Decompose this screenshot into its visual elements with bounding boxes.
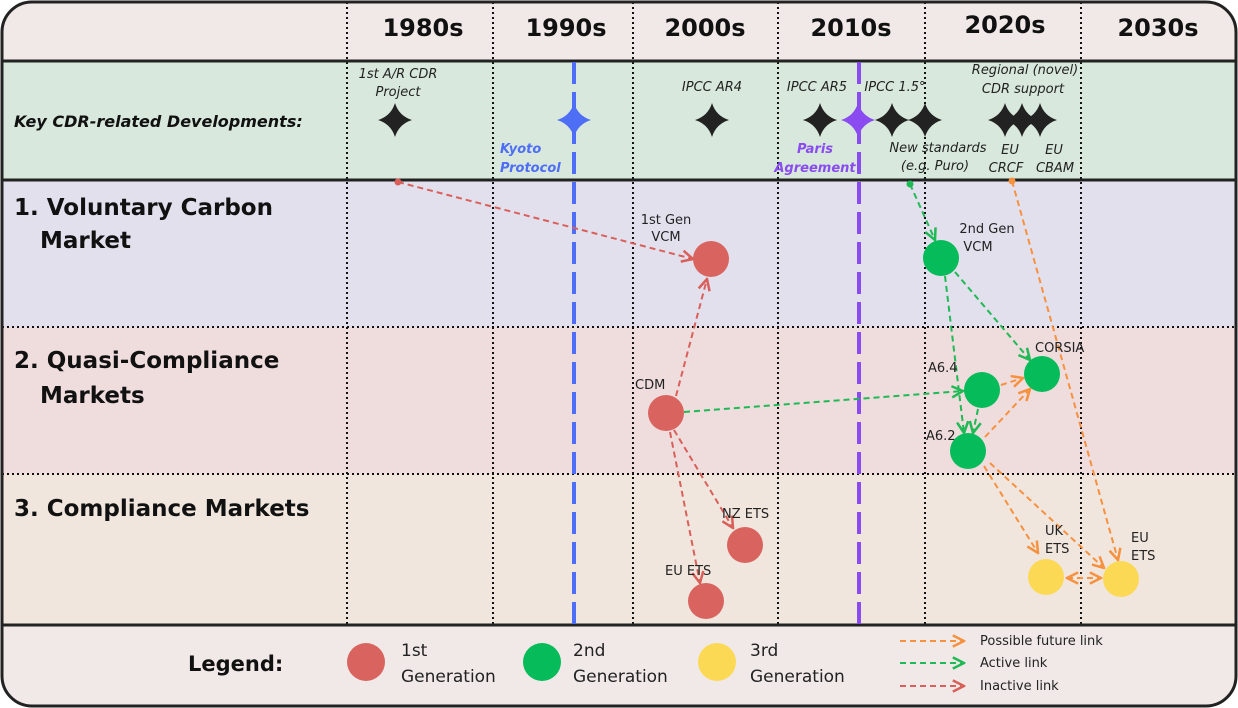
label-1st-gen-vcm-2: VCM bbox=[651, 230, 680, 245]
active-link bbox=[683, 391, 963, 413]
links bbox=[394, 177, 1119, 584]
node-eu-ets-3rd bbox=[1103, 561, 1139, 597]
label-a64: A6.4 bbox=[928, 361, 958, 376]
row-label-developments: Key CDR-related Developments: bbox=[14, 112, 303, 131]
event-crcf-2: CRCF bbox=[989, 161, 1024, 176]
label-uk-ets-2: ETS bbox=[1045, 542, 1069, 557]
node-eu-ets-1st bbox=[688, 583, 724, 619]
node-1st-gen-vcm bbox=[693, 241, 729, 277]
event-cbam: EU bbox=[1045, 143, 1063, 158]
star-ar-cdr-icon bbox=[378, 103, 412, 137]
label-eu-ets-3rd: EU bbox=[1131, 531, 1149, 546]
label-1st-gen-vcm: 1st Gen bbox=[641, 213, 692, 228]
event-ar5: IPCC AR5 bbox=[787, 80, 847, 95]
event-ar-cdr-2: Project bbox=[376, 85, 422, 100]
voluntary-band bbox=[2, 180, 1236, 327]
star-crcf-icon bbox=[1005, 103, 1039, 137]
node-corsia bbox=[1024, 356, 1060, 392]
star-cbam-icon bbox=[1023, 103, 1057, 137]
node-a64 bbox=[964, 372, 1000, 408]
decade-dividers bbox=[2, 2, 1236, 625]
legend-gen3-label: 3rd bbox=[750, 641, 778, 661]
label-uk-ets: UK bbox=[1045, 524, 1064, 539]
node-a62 bbox=[950, 433, 986, 469]
legend-gen3-swatch bbox=[698, 643, 736, 681]
star-ipcc15-icon bbox=[875, 103, 909, 137]
inactive-link bbox=[397, 181, 693, 259]
future-link bbox=[983, 465, 1038, 553]
decade-1980s: 1980s bbox=[382, 14, 463, 42]
event-paris-2: Agreement bbox=[773, 161, 856, 176]
event-standards: New standards bbox=[889, 141, 986, 156]
row-label-compliance: 3. Compliance Markets bbox=[14, 496, 309, 522]
label-2nd-gen-vcm: 2nd Gen bbox=[959, 222, 1014, 237]
label-nz-ets: NZ ETS bbox=[722, 507, 769, 522]
star-paris-icon bbox=[841, 103, 875, 137]
event-cbam-2: CBAM bbox=[1036, 161, 1074, 176]
label-corsia: CORSIA bbox=[1035, 341, 1084, 356]
decade-2000s: 2000s bbox=[664, 14, 745, 42]
legend-title: Legend: bbox=[188, 652, 283, 676]
active-link bbox=[909, 183, 935, 240]
star-kyoto-icon bbox=[557, 103, 591, 137]
node-2nd-gen-vcm bbox=[923, 240, 959, 276]
label-eu-ets-3rd-2: ETS bbox=[1131, 549, 1155, 564]
inactive-link bbox=[675, 279, 707, 397]
node-cdm bbox=[648, 395, 684, 431]
future-link bbox=[1011, 180, 1118, 560]
label-a62: A6.2 bbox=[926, 429, 956, 444]
legend-future-label: Possible future link bbox=[980, 634, 1103, 649]
legend-band bbox=[2, 625, 1236, 706]
legend-gen1-label: 1st bbox=[401, 641, 428, 661]
label-cdm: CDM bbox=[635, 378, 665, 393]
future-link bbox=[1000, 378, 1023, 385]
event-crcf: EU bbox=[1001, 143, 1019, 158]
event-kyoto: Kyoto bbox=[500, 142, 541, 157]
label-eu-ets-1st: EU ETS bbox=[665, 564, 711, 579]
row-label-quasi: 2. Quasi-Compliance bbox=[14, 348, 279, 374]
star-ar4-icon bbox=[695, 103, 729, 137]
label-2nd-gen-vcm-2: VCM bbox=[963, 240, 992, 255]
future-link bbox=[984, 389, 1030, 438]
legend-gen2-label: 2nd bbox=[573, 641, 605, 661]
legend-gen3-label-2: Generation bbox=[750, 667, 845, 687]
event-stars bbox=[378, 103, 1057, 137]
active-link bbox=[973, 408, 978, 433]
star-standards-icon bbox=[908, 103, 942, 137]
header-band bbox=[2, 2, 1236, 61]
legend: Legend: 1st Generation 2nd Generation 3r… bbox=[188, 634, 1103, 694]
event-ar4: IPCC AR4 bbox=[682, 80, 742, 95]
event-ar-cdr: 1st A/R CDR bbox=[359, 67, 438, 82]
event-kyoto-2: Protocol bbox=[500, 161, 561, 176]
row-dividers bbox=[2, 59, 1236, 627]
legend-active-label: Active link bbox=[980, 656, 1048, 671]
node-nz-ets bbox=[727, 527, 763, 563]
legend-gen1-swatch bbox=[347, 643, 385, 681]
legend-gen1-label-2: Generation bbox=[401, 667, 496, 687]
event-standards-2: (e.g. Puro) bbox=[901, 159, 969, 174]
inactive-link bbox=[669, 431, 700, 583]
inactive-link bbox=[673, 429, 733, 528]
legend-gen2-label-2: Generation bbox=[573, 667, 668, 687]
decade-1990s: 1990s bbox=[525, 14, 606, 42]
legend-gen2-swatch bbox=[523, 643, 561, 681]
decade-2020s: 2020s bbox=[964, 11, 1045, 39]
active-link bbox=[944, 275, 964, 433]
decade-2010s: 2010s bbox=[810, 14, 891, 42]
event-paris: Paris bbox=[797, 142, 833, 157]
event-regional: Regional (novel) bbox=[972, 63, 1078, 78]
row-label-voluntary-2: Market bbox=[40, 228, 131, 254]
row-label-quasi-2: Markets bbox=[40, 383, 145, 409]
future-link bbox=[989, 462, 1104, 568]
star-ar5-icon bbox=[803, 103, 837, 137]
node-uk-ets bbox=[1028, 559, 1064, 595]
event-regional-2: CDR support bbox=[982, 82, 1065, 97]
row-label-voluntary: 1. Voluntary Carbon bbox=[14, 195, 273, 221]
event-ipcc15: IPCC 1.5° bbox=[864, 80, 925, 95]
legend-inactive-label: Inactive link bbox=[980, 679, 1059, 694]
decade-2030s: 2030s bbox=[1117, 14, 1198, 42]
